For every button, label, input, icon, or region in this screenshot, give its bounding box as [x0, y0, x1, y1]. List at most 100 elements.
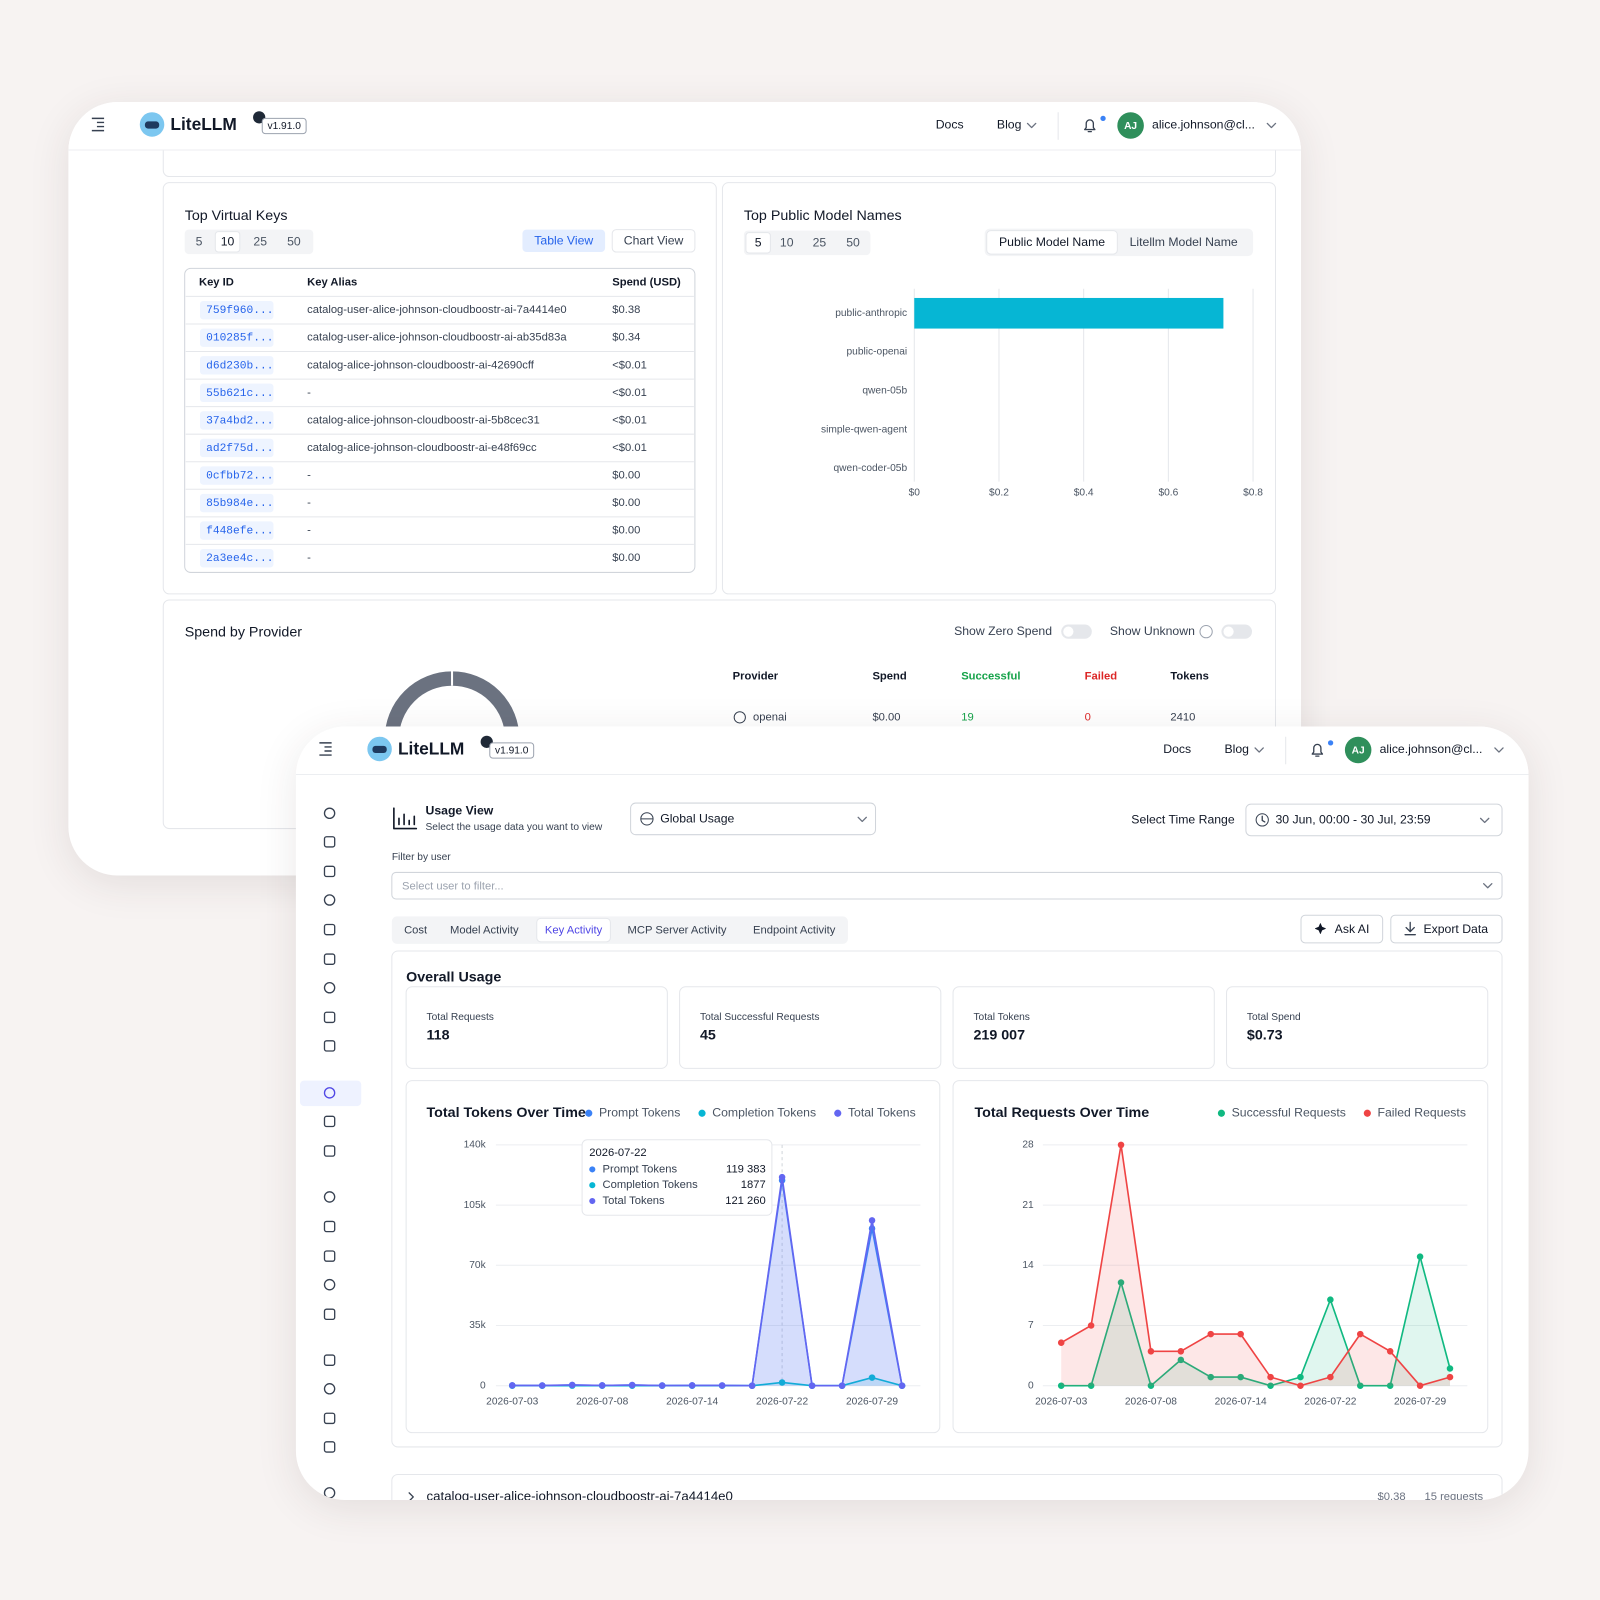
page-size-option[interactable]: 10: [780, 236, 794, 250]
brand-name: LiteLLM: [170, 114, 236, 134]
sidebar-icon[interactable]: [323, 1087, 336, 1099]
user-name[interactable]: alice.johnson@cl...: [1380, 742, 1483, 756]
sidebar-icon[interactable]: [323, 953, 336, 965]
view-button-label[interactable]: Table View: [534, 234, 593, 248]
sidebar-icon[interactable]: [323, 981, 336, 994]
user-filter[interactable]: [391, 871, 1503, 900]
x-tick-label: $0.4: [1074, 488, 1094, 499]
avatar[interactable]: [1344, 736, 1372, 764]
page-size-option[interactable]: 25: [253, 235, 267, 249]
data-point: [658, 1382, 666, 1389]
avatar[interactable]: [1117, 112, 1144, 139]
chart-title: Total Tokens Over Time: [427, 1105, 586, 1121]
page-size-option[interactable]: 50: [287, 235, 301, 249]
x-tick-label: 2026-07-22: [1304, 1397, 1356, 1408]
nav-link[interactable]: Blog: [997, 118, 1022, 132]
y-tick-label: qwen-05b: [862, 386, 907, 397]
view-button-label[interactable]: Chart View: [624, 234, 684, 248]
data-point: [868, 1217, 876, 1224]
view-toggle-label[interactable]: Litellm Model Name: [1130, 235, 1238, 249]
key-id[interactable]: f448efe...: [206, 526, 273, 538]
page-size-group: [743, 230, 871, 256]
user-name[interactable]: alice.johnson@cl...: [1152, 118, 1255, 132]
page-size-option[interactable]: 5: [196, 235, 203, 249]
usage-select[interactable]: [630, 802, 877, 836]
key-id[interactable]: 0cfbb72...: [206, 470, 273, 482]
series-line: [1061, 1256, 1451, 1388]
sidebar-icon[interactable]: [323, 1441, 336, 1453]
sidebar-icon[interactable]: [323, 1382, 336, 1395]
key-id[interactable]: 55b621c...: [206, 388, 273, 400]
sidebar-icon[interactable]: [323, 1115, 336, 1128]
nav-link[interactable]: Blog: [1224, 742, 1249, 756]
key-id[interactable]: d6d230b...: [206, 360, 273, 372]
sidebar-icon[interactable]: [323, 1220, 336, 1233]
view-button[interactable]: [522, 229, 606, 253]
key-id[interactable]: 759f960...: [206, 305, 273, 317]
sidebar-icon[interactable]: [323, 1145, 336, 1157]
nav-link[interactable]: Docs: [936, 118, 964, 132]
page-size-option[interactable]: 10: [221, 235, 235, 249]
time-range-value: 30 Jun, 00:00 - 30 Jul, 23:59: [1275, 813, 1430, 827]
usage-select-value: Global Usage: [660, 812, 734, 826]
tab[interactable]: Key Activity: [545, 925, 603, 937]
sidebar-icon[interactable]: [323, 807, 336, 820]
key-id[interactable]: 37a4bd2...: [206, 415, 273, 427]
view-toggle-label[interactable]: Public Model Name: [999, 235, 1105, 249]
filter-placeholder: Select user to filter...: [402, 881, 504, 893]
sidebar-icon[interactable]: [323, 1487, 336, 1499]
sidebar-icon[interactable]: [323, 1278, 336, 1291]
sidebar-icon[interactable]: [323, 923, 336, 936]
key-id[interactable]: 2a3ee4c...: [206, 553, 273, 565]
sidebar-icon[interactable]: [323, 865, 336, 878]
column-header: Tokens: [1170, 670, 1208, 682]
time-range-picker[interactable]: [1245, 803, 1503, 837]
x-tick-label: $0.2: [989, 488, 1009, 499]
key-row[interactable]: [391, 1473, 1503, 1500]
page-size-option[interactable]: 25: [813, 236, 827, 250]
x-tick-label: 2026-07-14: [666, 1397, 718, 1408]
sidebar-icon[interactable]: [323, 1412, 336, 1425]
key-id[interactable]: ad2f75d...: [206, 443, 273, 455]
tab-group: [391, 916, 848, 944]
nav-link[interactable]: Docs: [1163, 742, 1191, 756]
key-spend: $0.00: [612, 497, 640, 509]
sidebar-icon[interactable]: [323, 1040, 336, 1052]
key-id[interactable]: 010285f...: [206, 333, 273, 345]
legend-label: Completion Tokens: [712, 1105, 816, 1119]
view-button[interactable]: [611, 229, 696, 253]
key-spend: <$0.01: [612, 387, 647, 399]
action-label[interactable]: Ask AI: [1335, 922, 1370, 936]
data-point: [1267, 1382, 1274, 1389]
provider-cell: 0: [1085, 711, 1091, 723]
header-bar: [295, 726, 1529, 775]
tooltip-swatch: [589, 1182, 596, 1189]
notification-dot: [1327, 740, 1334, 746]
tab[interactable]: Model Activity: [450, 925, 519, 937]
column-header: Spend: [872, 670, 906, 682]
key-row-name: catalog-user-alice-johnson-cloudboostr-a…: [427, 1488, 733, 1500]
series-line: [1060, 1144, 1451, 1387]
tab[interactable]: Endpoint Activity: [753, 925, 836, 937]
sidebar-icon[interactable]: [323, 1011, 336, 1024]
page-size-option[interactable]: 5: [755, 236, 762, 250]
sidebar-icon[interactable]: [323, 836, 336, 848]
sidebar-icon[interactable]: [323, 1354, 336, 1366]
action-button[interactable]: [1300, 914, 1384, 944]
y-tick-label: qwen-coder-05b: [834, 463, 908, 474]
sidebar-icon[interactable]: [323, 1308, 336, 1321]
key-id[interactable]: 85b984e...: [206, 498, 273, 510]
action-label[interactable]: Export Data: [1423, 922, 1488, 936]
y-tick-label: 70k: [469, 1260, 486, 1271]
page-size-option[interactable]: 50: [846, 236, 860, 250]
tab[interactable]: MCP Server Activity: [628, 925, 727, 937]
sidebar-icon[interactable]: [323, 1191, 336, 1203]
view-toggle-active: [986, 230, 1118, 255]
key-alias: catalog-user-alice-johnson-cloudboostr-a…: [307, 332, 567, 344]
sidebar-icon[interactable]: [323, 894, 336, 906]
usage-title: Usage View: [426, 803, 494, 817]
tab[interactable]: Cost: [404, 925, 428, 937]
sidebar-icon[interactable]: [323, 1250, 336, 1262]
action-button[interactable]: [1390, 914, 1503, 944]
chevron-icon: [1026, 122, 1037, 129]
